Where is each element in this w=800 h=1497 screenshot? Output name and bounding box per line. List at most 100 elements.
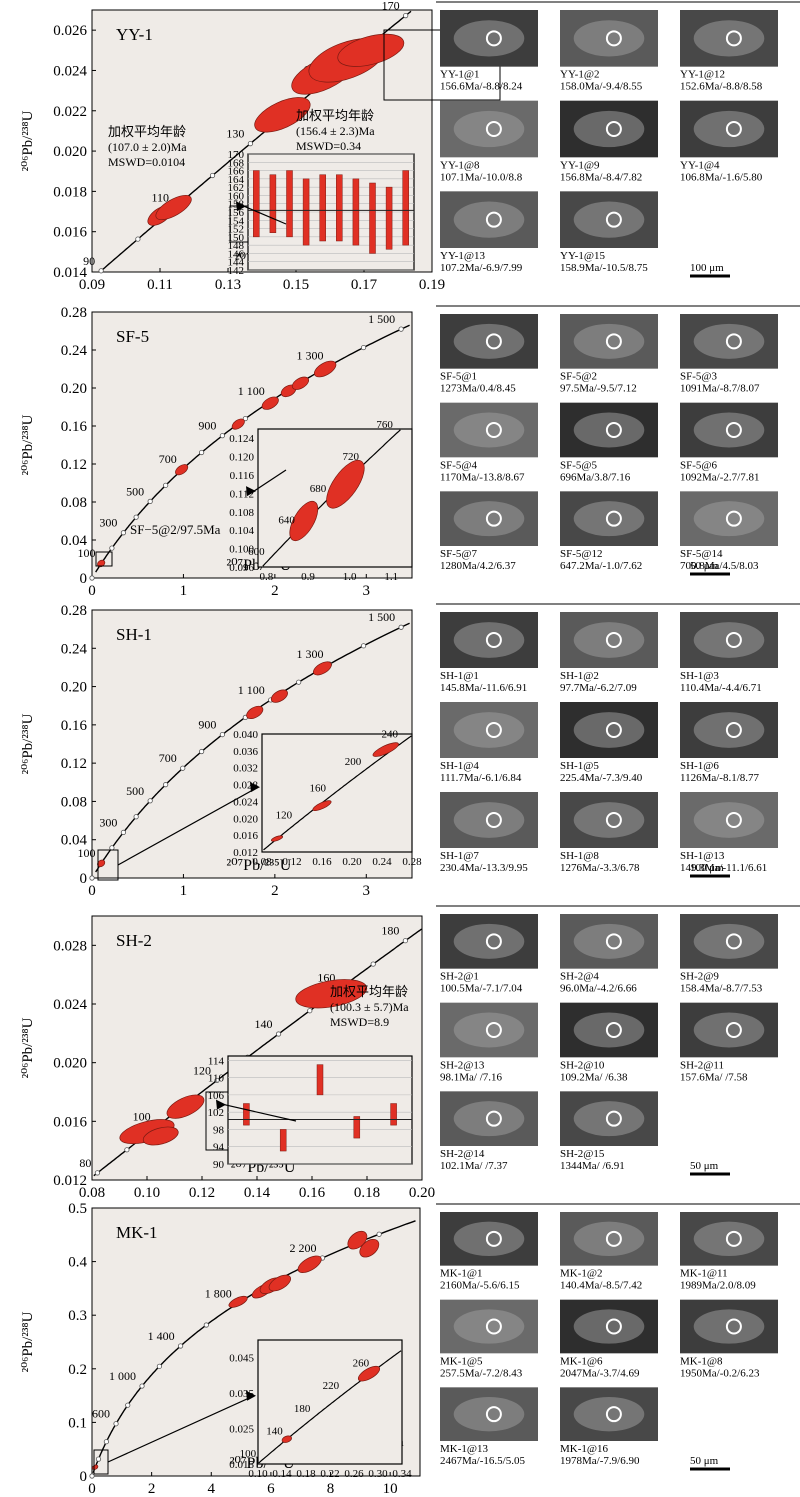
inset-tick-label: 0.9 xyxy=(301,571,315,583)
x-tick-label: 3 xyxy=(363,883,371,899)
annotation-text: 加权平均年龄 xyxy=(296,108,374,123)
spot-circle xyxy=(605,1022,622,1038)
y-tick-label: 0.4 xyxy=(68,1255,87,1271)
x-tick-label: 0 xyxy=(88,583,96,599)
y-tick-label: 0.024 xyxy=(53,997,87,1013)
sample-label: SF-5 xyxy=(116,327,149,346)
x-tick-label: 4 xyxy=(208,1481,216,1497)
inset-tick-label: 114 xyxy=(208,1055,225,1067)
inset-tick-label: 0.34 xyxy=(392,1468,412,1480)
y-tick-label: 0.28 xyxy=(61,305,87,321)
inset-error-bar xyxy=(316,1064,324,1096)
inset-age-label: 120 xyxy=(276,809,293,821)
grain-info: 1092Ma/-2.7/7.81 xyxy=(680,471,759,483)
concordia-age-label: 900 xyxy=(198,718,216,732)
inset-error-bar xyxy=(319,174,326,242)
concordia-age-mark xyxy=(307,1008,313,1014)
zircon-grain xyxy=(453,110,525,148)
spot-circle xyxy=(605,510,622,527)
sample-label: MK-1 xyxy=(116,1223,158,1242)
grain-label: MK-1@13 xyxy=(440,1443,489,1455)
data-ellipse xyxy=(166,1094,205,1119)
zircon-grain xyxy=(693,412,765,448)
inset-ellipse xyxy=(312,800,332,812)
inset: 0.1240.1200.1160.1120.1080.1040.1000.096… xyxy=(229,419,413,583)
grain-info: 696Ma/3.8/7.16 xyxy=(560,471,631,483)
concordia-age-mark xyxy=(209,172,216,179)
zircon-grain xyxy=(573,412,645,448)
grain-label: SH-2@9 xyxy=(680,971,719,983)
data-ellipse xyxy=(297,1255,322,1273)
spot-circle xyxy=(605,333,622,350)
grain-label: SH-1@5 xyxy=(560,760,599,772)
inset-tick-label: 0.045 xyxy=(229,1353,254,1365)
concordia-age-label: 300 xyxy=(99,516,117,530)
inset-ellipse xyxy=(326,459,365,509)
grain-info: 700.8Ma/4.5/8.03 xyxy=(680,560,759,572)
grain-label: SF-5@6 xyxy=(680,459,718,471)
inset-arrow xyxy=(223,1104,297,1122)
y-tick-label: 0.020 xyxy=(53,1056,87,1072)
inset-tick-label: 1.0 xyxy=(343,571,357,583)
grain-label: SF-5@3 xyxy=(680,371,718,383)
y-axis-label: ²⁰⁶Pb/²³⁸U xyxy=(20,414,36,475)
x-tick-label: 0.08 xyxy=(79,1185,105,1201)
grain-label: SH-1@2 xyxy=(560,670,599,682)
grain-label: SH-2@13 xyxy=(440,1059,485,1071)
concordia-age-mark xyxy=(109,845,115,851)
data-ellipse xyxy=(268,1274,292,1292)
zircon-grain xyxy=(573,712,645,748)
inset-tick-label: 0.10 xyxy=(248,1468,268,1480)
inset-arrow xyxy=(117,786,259,866)
concordia-age-mark xyxy=(120,829,127,836)
y-tick-label: 0.3 xyxy=(68,1308,87,1324)
inset-tick-label: 110 xyxy=(208,1073,225,1085)
inset-tick-label: 0.24 xyxy=(372,856,392,868)
grain-label: SH-1@1 xyxy=(440,670,479,682)
grain-info: 107.1Ma/-10.0/8.8 xyxy=(440,171,523,183)
zircon-grain xyxy=(573,923,645,959)
concordia-age-mark xyxy=(147,498,153,504)
concordia-age-label: 700 xyxy=(159,751,177,765)
concordia-age-label: 700 xyxy=(159,452,177,466)
concordia-age-label: 90 xyxy=(83,254,95,268)
zircon-grain xyxy=(693,923,765,959)
x-tick-label: 2 xyxy=(271,883,279,899)
inset-error-bar xyxy=(336,174,343,242)
inset-age-label: 680 xyxy=(310,483,327,495)
concordia-age-mark xyxy=(198,449,205,456)
grain-info: 225.4Ma/-7.3/9.40 xyxy=(560,772,643,784)
spot-circle xyxy=(605,632,622,648)
annotation-text: 加权平均年龄 xyxy=(108,124,186,139)
inset-tick-label: 148 xyxy=(228,240,245,252)
y-tick-label: 0.04 xyxy=(61,533,88,549)
concordia-age-label: 100 xyxy=(133,1110,151,1124)
zircon-grain xyxy=(693,110,765,148)
scale-bar-label: 50 μm xyxy=(690,1160,719,1172)
grain-label: SF-5@14 xyxy=(680,548,723,560)
spot-circle xyxy=(605,1230,622,1247)
concordia-age-mark xyxy=(402,938,408,944)
zircon-grain xyxy=(453,1101,525,1137)
zircon-grain xyxy=(573,201,645,238)
spot-circle xyxy=(485,333,502,350)
inset-tick-label: 0.036 xyxy=(233,746,258,758)
concordia-age-label: 140 xyxy=(255,1017,273,1031)
concordia-age-mark xyxy=(163,482,169,488)
x-tick-label: 0.12 xyxy=(189,1185,215,1201)
x-tick-label: 0.15 xyxy=(283,277,309,293)
inset-tick-label: 156 xyxy=(228,207,245,219)
zircon-grain xyxy=(693,712,765,748)
x-tick-label: 2 xyxy=(148,1481,156,1497)
x-tick-label: 6 xyxy=(267,1481,275,1497)
zircon-grain xyxy=(453,323,525,359)
y-tick-label: 0.016 xyxy=(53,225,87,241)
y-axis-label: ²⁰⁶Pb/²³⁸U xyxy=(20,1311,36,1372)
concordia-age-mark xyxy=(120,530,127,536)
concordia-age-label: 600 xyxy=(92,1407,110,1421)
concordia-age-label: 130 xyxy=(226,127,244,141)
grain-label: SH-2@10 xyxy=(560,1059,605,1071)
x-axis-label: ²⁰⁷Pb/²³⁵U xyxy=(226,857,291,874)
concordia-age-mark xyxy=(113,1421,119,1427)
grain-label: SH-1@8 xyxy=(560,850,599,862)
